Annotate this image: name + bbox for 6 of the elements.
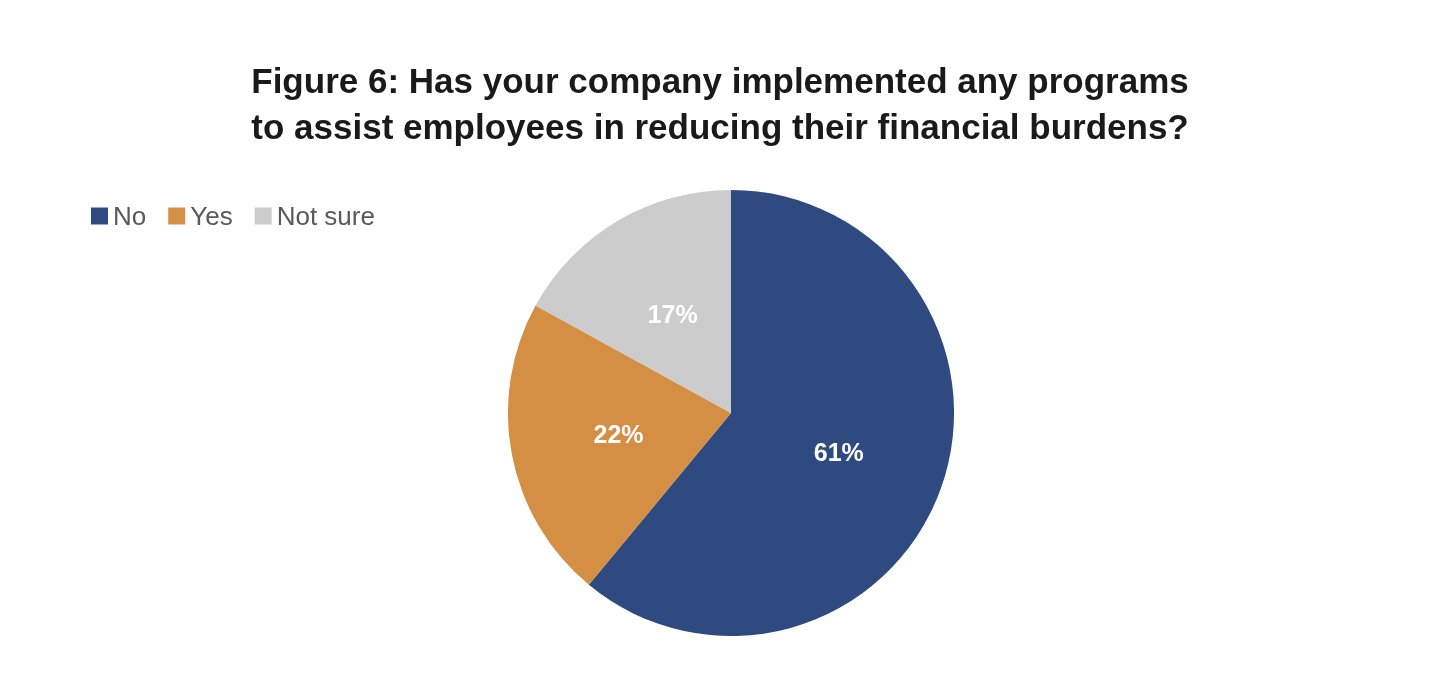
legend-label: Not sure [276, 201, 375, 231]
data-label: 61% [813, 437, 864, 466]
legend-label: No [113, 201, 147, 231]
legend-label: Yes [190, 201, 233, 231]
chart-title: Figure 6: Has your company implemented any programs to assist employees in reducing their financial burdens? [251, 60, 1189, 146]
data-label: 22% [593, 420, 644, 449]
